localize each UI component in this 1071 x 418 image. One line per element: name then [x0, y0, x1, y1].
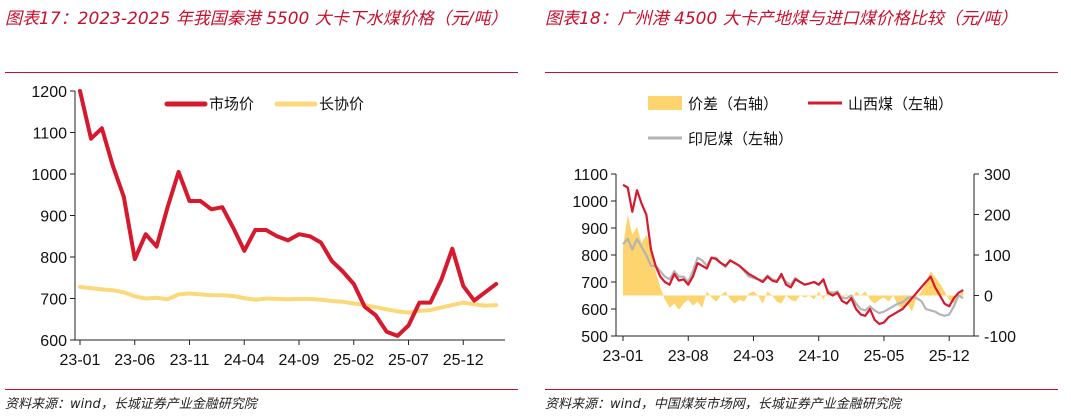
legend-label: 市场价	[209, 96, 254, 113]
title-rule	[5, 72, 518, 73]
y-tick-label: 900	[581, 221, 608, 238]
x-tick-label: 23-01	[60, 352, 101, 369]
y2-tick-label: 100	[984, 248, 1011, 265]
legend-label: 价差（右轴）	[688, 96, 778, 113]
x-tick-label: 25-02	[333, 352, 374, 369]
y-tick-label: 1000	[31, 167, 67, 184]
x-tick-label: 24-03	[733, 348, 774, 365]
y-tick-label: 1100	[574, 167, 609, 184]
figure-17-chart: 600 700 800 900 1000 1100 1200 23-01 23-06 23-11 2…	[31, 84, 505, 369]
y2-tick-label: 300	[984, 167, 1011, 184]
y-tick-label: 500	[581, 329, 608, 346]
chart-title: 图表17：2023-2025 年我国秦港 5500 大卡下水煤价格（元/吨）	[5, 9, 508, 29]
x-tick-label: 23-06	[114, 352, 155, 369]
x-tick-label: 24-10	[798, 348, 839, 365]
y-tick-label: 900	[40, 209, 67, 226]
series-line-1	[78, 284, 499, 315]
y-tick-label: 800	[581, 248, 608, 265]
y2-tick-label: 0	[984, 289, 993, 306]
legend-label: 山西煤（左轴）	[848, 96, 953, 113]
y-tick-label: 600	[40, 333, 67, 350]
x-tick-label: 25-12	[929, 348, 970, 365]
y-tick-label: 600	[581, 302, 608, 319]
source-note: 资料来源：wind，中国煤炭市场网，长城证券产业金融研究院	[545, 397, 901, 412]
source-note: 资料来源：wind，长城证券产业金融研究院	[5, 397, 257, 412]
y-tick-label: 1200	[31, 84, 67, 101]
figure-18-chart: 500 600 700 800 900 1000 1100 -100 0 100 200 300 23-…	[572, 96, 1016, 365]
y-tick-label: 800	[40, 250, 67, 267]
legend-swatch	[648, 96, 682, 110]
x-tick-label: 23-11	[170, 352, 210, 369]
x-tick-label: 25-12	[443, 352, 484, 369]
series-line-1	[622, 183, 964, 325]
y2-tick-label: 200	[984, 208, 1011, 225]
x-tick-label: 24-09	[279, 352, 320, 369]
figure-18-panel: 图表18：广州港 4500 大卡产地煤与进口煤价格比较（元/吨） 500 600 7…	[540, 0, 1064, 418]
chart-title: 图表18：广州港 4500 大卡产地煤与进口煤价格比较（元/吨）	[545, 9, 1018, 29]
x-tick-label: 25-07	[388, 352, 429, 369]
x-tick-label: 23-01	[603, 348, 644, 365]
source-rule	[545, 389, 1058, 390]
x-tick-label: 25-05	[863, 348, 904, 365]
y-tick-label: 700	[581, 275, 608, 292]
title-rule	[545, 72, 1058, 73]
legend-label: 印尼煤（左轴）	[688, 131, 793, 148]
x-tick-label: 23-08	[668, 348, 709, 365]
y-tick-label: 1100	[33, 126, 68, 143]
series-line-0	[78, 89, 499, 338]
legend-label: 长协价	[319, 96, 364, 113]
x-tick-label: 24-04	[224, 352, 265, 369]
y-tick-label: 700	[40, 292, 67, 309]
y-tick-label: 1000	[572, 194, 608, 211]
y2-tick-label: -100	[984, 329, 1016, 346]
source-rule	[5, 389, 518, 390]
figure-17-panel: 图表17：2023-2025 年我国秦港 5500 大卡下水煤价格（元/吨） 6…	[0, 0, 524, 418]
